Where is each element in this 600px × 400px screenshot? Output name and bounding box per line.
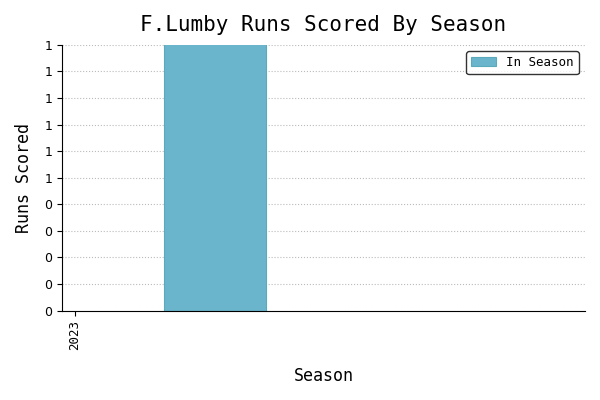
Title: F.Lumby Runs Scored By Season: F.Lumby Runs Scored By Season <box>140 15 506 35</box>
X-axis label: Season: Season <box>293 367 353 385</box>
Legend: In Season: In Season <box>466 51 579 74</box>
Y-axis label: Runs Scored: Runs Scored <box>15 123 33 233</box>
Polygon shape <box>164 0 266 311</box>
